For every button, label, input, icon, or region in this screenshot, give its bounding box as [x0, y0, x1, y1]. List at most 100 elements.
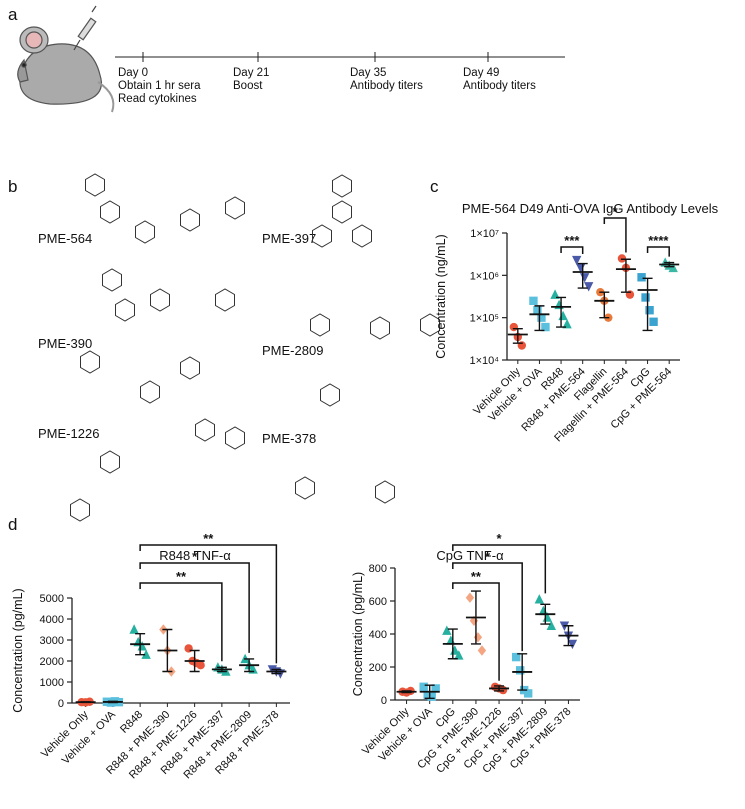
- data-point: [567, 639, 578, 650]
- structure-ring: [320, 383, 340, 407]
- structure-ring: [215, 288, 235, 312]
- structure-ring: [352, 224, 372, 248]
- y-tick-label: 800: [369, 563, 387, 575]
- structure-ring: [375, 480, 395, 504]
- structure-ring: [225, 426, 245, 450]
- data-point: [431, 684, 440, 693]
- structure-ring: [70, 498, 90, 522]
- structure-ring: [295, 476, 315, 500]
- data-point: [637, 273, 646, 282]
- data-point: [523, 689, 533, 698]
- chart-title: PME-564 D49 Anti-OVA IgG Antibody Levels: [462, 201, 719, 216]
- data-point: [442, 625, 452, 635]
- data-point: [546, 620, 557, 630]
- error-bar: [534, 305, 545, 332]
- timeline-day: Day 35: [350, 67, 386, 79]
- y-tick-label: 2000: [40, 656, 64, 668]
- error-bar: [401, 690, 412, 694]
- significance-label: *: [192, 549, 198, 564]
- structure-ring: [312, 224, 332, 248]
- y-tick-label: 0: [58, 698, 64, 710]
- error-bar: [135, 633, 146, 656]
- error-bar: [556, 296, 567, 328]
- error-bar: [540, 603, 551, 625]
- structure-ring: [195, 418, 215, 442]
- significance-bracket: [560, 246, 584, 255]
- timeline-note: Boost: [233, 80, 263, 92]
- data-point: [469, 615, 479, 626]
- error-bar: [244, 658, 255, 673]
- structure-ring: [135, 220, 155, 244]
- y-tick-label: 0: [381, 695, 387, 707]
- compound-name: PME-2809: [262, 343, 323, 358]
- structure-ring: [100, 200, 120, 224]
- data-point: [511, 652, 521, 662]
- data-point: [533, 306, 542, 315]
- timeline-day: Day 0: [118, 67, 148, 79]
- error-bar: [107, 700, 118, 704]
- data-point: [649, 317, 658, 326]
- data-point: [579, 273, 590, 283]
- timeline-day: Day 49: [463, 67, 499, 79]
- mouse-illustration: [17, 5, 115, 113]
- panel-label: c: [430, 177, 439, 196]
- y-tick-label: 1×10⁷: [470, 228, 499, 240]
- timeline-note: Antibody titers: [350, 80, 423, 92]
- structure-ring: [85, 173, 105, 197]
- structure-ring: [225, 196, 245, 220]
- error-bar: [470, 590, 481, 645]
- chart-title: R848 TNF-α: [159, 548, 231, 563]
- data-point: [509, 322, 519, 332]
- data-point: [141, 649, 151, 659]
- structure-ring: [150, 288, 170, 312]
- y-tick-label: 200: [369, 662, 387, 674]
- data-point: [617, 254, 627, 263]
- y-axis-label: Concentration (pg/mL): [351, 572, 365, 696]
- error-bar: [189, 649, 200, 673]
- structure-ring: [370, 316, 390, 340]
- structure-ring: [140, 380, 160, 404]
- significance-label: ***: [564, 233, 580, 248]
- structure-ring: [180, 208, 200, 232]
- y-tick-label: 1×10⁴: [469, 355, 499, 367]
- compound-name: PME-378: [262, 431, 316, 446]
- significance-bracket: [452, 582, 500, 681]
- structure-ring: [180, 356, 200, 380]
- error-bar: [620, 258, 631, 293]
- data-point: [541, 322, 550, 332]
- data-point: [498, 685, 508, 695]
- data-point: [550, 289, 560, 299]
- structure-ring: [420, 313, 440, 337]
- structure-ring: [310, 313, 330, 337]
- data-point: [465, 592, 475, 603]
- timeline-note: Obtain 1 hr sera: [118, 80, 201, 92]
- data-point: [129, 624, 139, 634]
- y-tick-label: 400: [369, 629, 387, 641]
- significance-bracket: [452, 544, 547, 594]
- significance-bracket: [452, 562, 523, 652]
- significance-bracket: [139, 582, 223, 662]
- error-bar: [162, 628, 173, 673]
- data-point: [184, 644, 193, 653]
- compound-name: PME-564: [38, 231, 92, 246]
- significance-label: *: [497, 531, 503, 546]
- error-bar: [216, 666, 227, 673]
- error-bar: [447, 628, 458, 660]
- data-point: [473, 632, 483, 643]
- y-tick-label: 4000: [40, 614, 64, 626]
- data-point: [571, 255, 582, 266]
- timeline-day: Day 21: [233, 67, 269, 79]
- y-tick-label: 1×10⁵: [470, 313, 499, 325]
- significance-bracket: [139, 562, 250, 653]
- significance-label: **: [203, 531, 214, 546]
- data-point: [583, 282, 594, 292]
- compound-name: PME-397: [262, 231, 316, 246]
- error-bar: [664, 261, 675, 268]
- y-tick-label: 1000: [40, 677, 64, 689]
- structure-ring: [332, 174, 352, 198]
- significance-label: **: [176, 569, 187, 584]
- structure-ring: [102, 268, 122, 292]
- structure-ring: [100, 450, 120, 474]
- significance-label: *: [613, 204, 619, 219]
